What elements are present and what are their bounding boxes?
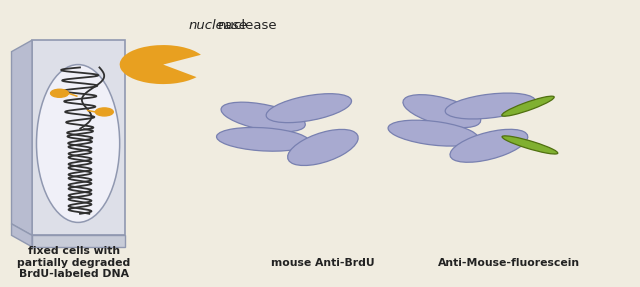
Ellipse shape <box>221 102 305 132</box>
Ellipse shape <box>216 127 310 151</box>
Text: fixed cells with
partially degraded
BrdU-labeled DNA: fixed cells with partially degraded BrdU… <box>17 246 130 279</box>
Polygon shape <box>32 40 125 235</box>
Text: mouse Anti-BrdU: mouse Anti-BrdU <box>271 258 375 267</box>
Ellipse shape <box>266 94 351 123</box>
Ellipse shape <box>502 96 554 116</box>
Ellipse shape <box>445 93 535 119</box>
Circle shape <box>51 89 68 97</box>
Ellipse shape <box>287 129 358 166</box>
Polygon shape <box>12 224 32 247</box>
Ellipse shape <box>388 120 478 146</box>
Ellipse shape <box>502 136 558 154</box>
Text: Anti-Mouse-fluorescein: Anti-Mouse-fluorescein <box>438 258 580 267</box>
Text: nuclease: nuclease <box>188 19 247 32</box>
Text: nuclease: nuclease <box>218 19 277 32</box>
Ellipse shape <box>36 65 120 222</box>
Polygon shape <box>32 235 125 247</box>
Ellipse shape <box>403 95 481 128</box>
Circle shape <box>95 108 113 116</box>
Wedge shape <box>120 45 201 84</box>
Polygon shape <box>12 40 32 235</box>
Ellipse shape <box>450 129 528 162</box>
